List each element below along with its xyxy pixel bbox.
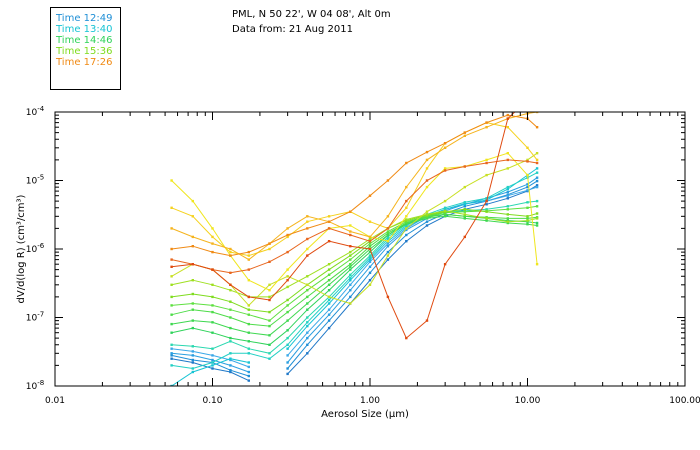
data-point	[286, 347, 289, 350]
legend-entry: Time 13:40	[56, 24, 113, 35]
series-line	[171, 208, 538, 313]
data-point	[170, 206, 173, 209]
data-point	[170, 322, 173, 326]
data-point	[535, 167, 539, 170]
series-line	[171, 215, 538, 336]
y-tick-label: 10-5	[26, 174, 44, 187]
series-line	[171, 152, 538, 307]
x-tick-label: 1.00	[360, 396, 380, 406]
data-point	[535, 152, 539, 155]
chart-header: PML, N 50 22', W 04 08', Alt 0m Data fro…	[232, 7, 391, 37]
series-line	[287, 184, 538, 375]
series-line	[171, 122, 538, 257]
legend-entry: Time 17:26	[56, 57, 113, 68]
data-point	[535, 224, 539, 227]
data-point	[247, 365, 250, 369]
data-point	[170, 258, 173, 261]
data-point	[170, 265, 173, 268]
data-point	[170, 357, 173, 360]
legend-entry: Time 12:49	[56, 13, 113, 24]
data-point	[535, 184, 539, 187]
series-s13	[170, 209, 539, 299]
y-tick-label: 10-4	[26, 105, 45, 118]
data-point	[170, 364, 173, 367]
data-point	[535, 221, 539, 225]
series-s07	[170, 199, 539, 355]
data-point	[535, 171, 539, 174]
data-point	[535, 217, 539, 220]
series-line	[171, 352, 249, 373]
data-point	[535, 263, 539, 266]
x-tick-label: 100.00	[669, 396, 700, 406]
series-line	[287, 177, 538, 363]
series-line	[171, 172, 538, 370]
y-tick-label: 10-8	[26, 379, 44, 392]
series-line	[171, 200, 538, 354]
legend: Time 12:49 Time 13:40 Time 14:46 Time 15…	[50, 7, 121, 90]
series-line	[171, 152, 538, 291]
series-line	[171, 348, 249, 368]
data-point	[535, 126, 539, 129]
data-point	[535, 161, 539, 165]
data-point	[535, 212, 539, 215]
series-line	[171, 114, 538, 257]
series-line	[287, 186, 538, 356]
data-point	[170, 347, 173, 350]
data-point	[286, 367, 289, 370]
data-point	[286, 372, 289, 376]
data-point	[170, 331, 173, 334]
series-line	[287, 180, 538, 369]
data-point	[535, 179, 539, 183]
data-point	[170, 354, 173, 357]
data-point	[535, 205, 539, 208]
series-line	[171, 210, 538, 298]
series-line	[171, 358, 249, 386]
x-tick-label: 0.01	[45, 396, 65, 406]
data-point	[535, 158, 539, 162]
data-point	[170, 384, 173, 386]
y-tick-label: 10-7	[26, 311, 44, 324]
data-point	[170, 352, 173, 355]
x-tick-label: 0.10	[202, 396, 222, 406]
series-s18	[170, 113, 539, 257]
data-point	[535, 176, 539, 179]
series-s17	[170, 112, 539, 261]
x-tick-label: 10.00	[515, 396, 541, 406]
data-point	[535, 199, 539, 203]
data-point	[535, 112, 539, 114]
legend-entry: Time 15:36	[56, 46, 113, 57]
series-line	[171, 112, 516, 339]
y-axis-title: dV/d(log R) (cm³/cm³)	[16, 194, 27, 303]
data-point	[170, 275, 173, 278]
series-line	[171, 358, 250, 382]
data-point	[170, 283, 173, 286]
series-line	[171, 159, 538, 274]
data-point	[526, 99, 528, 101]
data-point	[535, 185, 539, 189]
data-point	[286, 354, 289, 357]
series-s02	[170, 179, 539, 378]
data-point	[286, 361, 289, 364]
series-s06	[170, 171, 539, 370]
series-line	[171, 112, 538, 261]
location-label: PML, N 50 22', W 04 08', Alt 0m	[232, 9, 391, 20]
date-label: Data from: 21 Aug 2011	[232, 24, 353, 35]
data-point	[170, 343, 173, 346]
series-s05	[170, 167, 539, 386]
data-point	[170, 179, 173, 182]
data-point	[170, 227, 173, 230]
series-s15	[170, 152, 539, 292]
legend-entry: Time 14:46	[56, 35, 113, 46]
series-s14	[170, 152, 539, 307]
series-s20	[170, 99, 528, 340]
series-line	[171, 213, 538, 327]
data-point	[170, 304, 173, 307]
series-s19	[170, 158, 539, 274]
data-point	[170, 313, 173, 316]
y-tick-label: 10-6	[26, 242, 45, 255]
data-point	[170, 247, 173, 251]
data-point	[170, 295, 173, 299]
x-axis-title: Aerosol Size (µm)	[321, 409, 409, 420]
